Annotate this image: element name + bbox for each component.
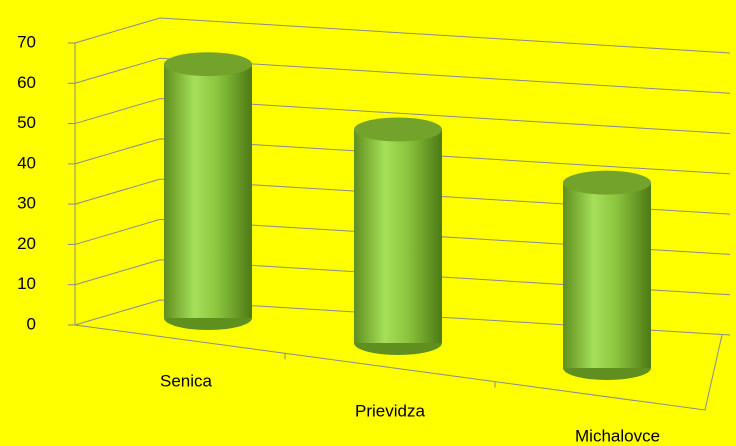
cylinder-top bbox=[354, 117, 442, 142]
bar bbox=[354, 129, 442, 343]
grid-line bbox=[74, 218, 731, 255]
bar bbox=[164, 64, 252, 318]
y-tick-label: 20 bbox=[17, 234, 36, 253]
grid-line bbox=[74, 259, 731, 296]
bar bbox=[563, 182, 651, 368]
y-tick-label: 0 bbox=[27, 314, 36, 333]
x-tick-label: Senica bbox=[160, 371, 213, 390]
grid-line bbox=[74, 57, 731, 94]
y-tick-label: 60 bbox=[17, 73, 36, 92]
y-tick-label: 10 bbox=[17, 274, 36, 293]
y-tick-label: 50 bbox=[17, 113, 36, 132]
x-tick-label: Prievidza bbox=[355, 401, 425, 420]
cylinder-top bbox=[563, 170, 651, 195]
cylinder-top bbox=[164, 52, 252, 77]
x-tick-label: Michalovce bbox=[575, 426, 660, 445]
grid-line bbox=[74, 17, 731, 54]
y-tick-label: 40 bbox=[17, 153, 36, 172]
grid-line bbox=[74, 98, 731, 135]
y-tick-label: 30 bbox=[17, 194, 36, 213]
y-tick-label: 70 bbox=[17, 32, 36, 51]
grid-line bbox=[74, 299, 731, 336]
grid-line bbox=[74, 178, 731, 215]
grid-line bbox=[74, 138, 731, 175]
